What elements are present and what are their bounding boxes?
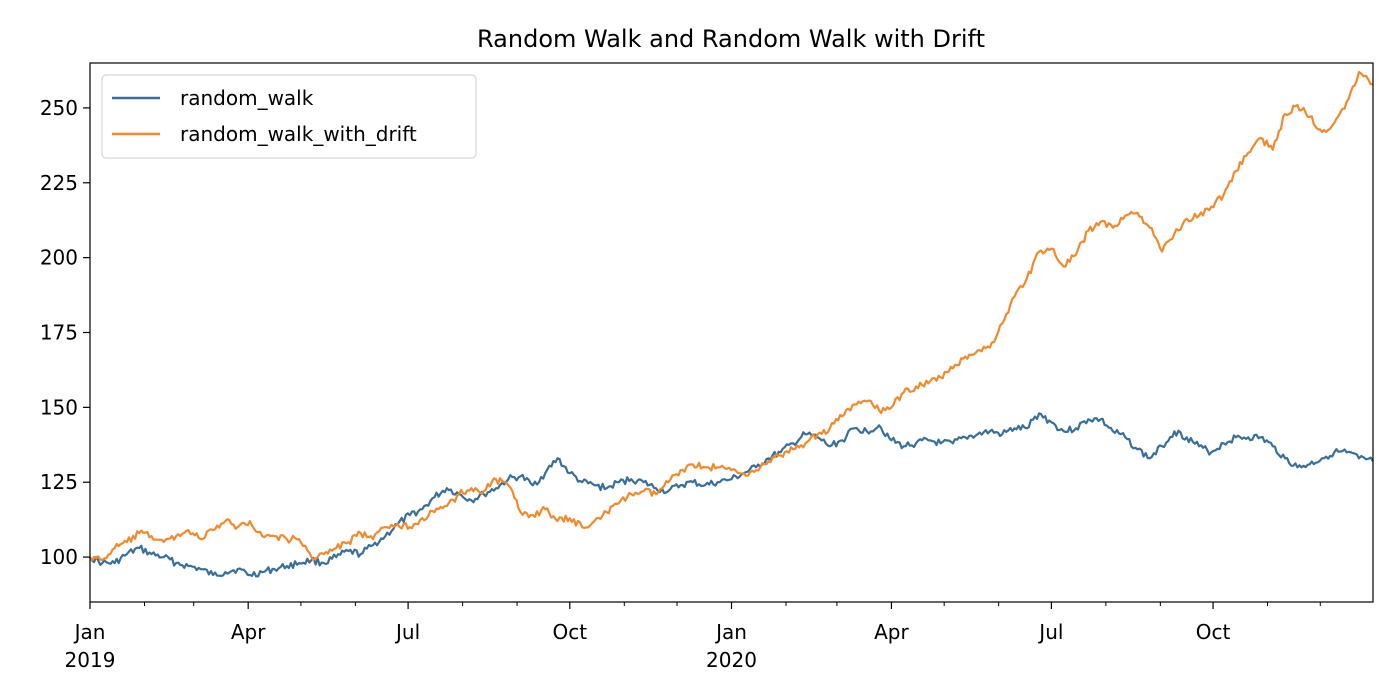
x-tick-label: Oct <box>553 620 588 644</box>
x-tick-year-label: 2020 <box>706 648 757 672</box>
legend-label: random_walk_with_drift <box>180 122 417 146</box>
series-line-random-walk <box>89 412 1374 578</box>
x-tick-label: Apr <box>231 620 266 644</box>
x-tick-label: Jul <box>394 620 420 644</box>
y-tick-label: 150 <box>40 395 78 419</box>
series-line-random-walk-with-drift <box>89 70 1374 562</box>
y-tick-label: 125 <box>40 470 78 494</box>
y-tick-label: 200 <box>40 246 78 270</box>
x-tick-label: Jan <box>714 620 747 644</box>
y-tick-label: 250 <box>40 96 78 120</box>
x-axis: Jan 2019 Apr Jul Oct Jan 2020 Apr Jul Oct <box>65 602 1321 672</box>
y-axis: 100 125 150 175 200 225 250 <box>40 96 90 569</box>
x-tick-label: Oct <box>1196 620 1231 644</box>
y-tick-label: 175 <box>40 321 78 345</box>
chart-title: Random Walk and Random Walk with Drift <box>477 25 985 53</box>
x-tick-year-label: 2019 <box>65 648 116 672</box>
plot-series <box>89 70 1374 578</box>
y-tick-label: 225 <box>40 171 78 195</box>
legend: random_walk random_walk_with_drift <box>101 74 477 159</box>
legend-box <box>101 74 477 159</box>
x-tick-label: Apr <box>874 620 909 644</box>
y-tick-label: 100 <box>40 545 78 569</box>
x-tick-label: Jul <box>1037 620 1063 644</box>
x-tick-label: Jan <box>73 620 106 644</box>
legend-label: random_walk <box>180 86 314 110</box>
